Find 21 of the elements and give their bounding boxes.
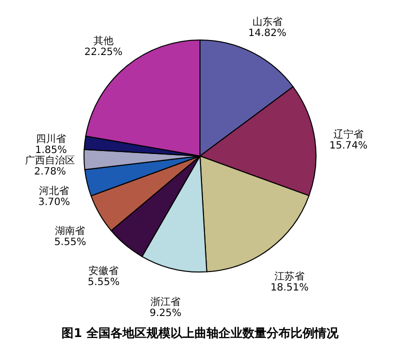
data-label: 18.51% [270, 282, 309, 294]
slice-label: 河北省 [39, 184, 70, 197]
text: 图1 全国各地区规模以上曲轴企业数量分布比例情况 [62, 326, 340, 340]
data-label: 5.55% [54, 237, 86, 248]
slice-label: 辽宁省 [333, 128, 364, 140]
data-label: 15.74% [329, 140, 368, 152]
data-label: 5.55% [88, 277, 120, 288]
slice-label: 四川省 [36, 132, 66, 145]
data-label: 2.78% [34, 166, 66, 178]
slice-label: 广西自治区 [25, 154, 76, 167]
data-label: 22.25% [84, 47, 123, 58]
slice-label: 江苏省 [274, 270, 305, 282]
data-label: 14.82% [248, 28, 286, 39]
slice-label: 安徽省 [88, 265, 119, 278]
slice-label: 浙江省 [150, 296, 180, 308]
slice-label: 湖南省 [55, 225, 86, 238]
data-label: 9.25% [150, 308, 182, 319]
data-label: 1.85% [35, 144, 67, 156]
slice-label: 山东省 [252, 16, 282, 28]
data-label: 3.70% [38, 196, 70, 208]
slice-label: 其他 [93, 35, 114, 48]
